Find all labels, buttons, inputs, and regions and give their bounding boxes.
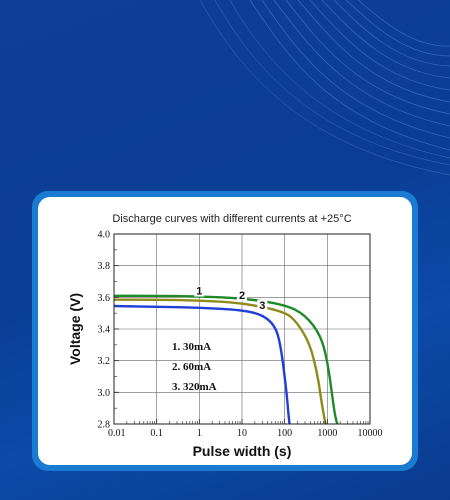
- curve-label-3: 3: [259, 300, 265, 312]
- chart-title: Discharge curves with different currents…: [112, 213, 351, 225]
- y-tick-label: 3.4: [98, 325, 111, 336]
- curve-label-background-2: [237, 289, 247, 301]
- curve-label-2: 2: [239, 290, 245, 302]
- series-line-1: [114, 294, 339, 425]
- x-tick-label: 10: [237, 428, 247, 439]
- x-axis-label: Pulse width (s): [193, 443, 292, 459]
- discharge-chart: Discharge curves with different currents…: [67, 213, 383, 459]
- y-tick-label: 3.6: [98, 293, 111, 304]
- chart-card: Discharge curves with different currents…: [38, 197, 412, 465]
- y-tick-label: 2.8: [98, 420, 111, 431]
- x-tick-label: 10000: [358, 428, 383, 439]
- legend-entry-1: 1. 30mA: [172, 341, 211, 353]
- x-tick-label: 100: [277, 428, 292, 439]
- x-tick-label: 0.1: [150, 428, 163, 439]
- x-tick-label: 1000: [317, 428, 337, 439]
- legend-entry-3: 3. 320mA: [172, 381, 217, 393]
- curve-label-background-3: [257, 299, 268, 311]
- y-tick-label: 3.0: [98, 388, 111, 399]
- y-tick-label: 3.8: [98, 261, 111, 272]
- legend-entry-2: 2. 60mA: [172, 361, 211, 373]
- x-tick-label: 1: [197, 428, 202, 439]
- curve-label-1: 1: [196, 286, 202, 298]
- series-line-2: [114, 298, 327, 425]
- background-wave-decoration: [199, 0, 450, 176]
- y-axis-label: Voltage (V): [67, 293, 83, 365]
- series-line-3: [113, 304, 291, 425]
- y-tick-label: 4.0: [98, 230, 111, 241]
- y-tick-label: 3.2: [98, 356, 111, 367]
- x-tick-label: 0.01: [108, 428, 126, 439]
- curve-label-background-1: [194, 285, 205, 297]
